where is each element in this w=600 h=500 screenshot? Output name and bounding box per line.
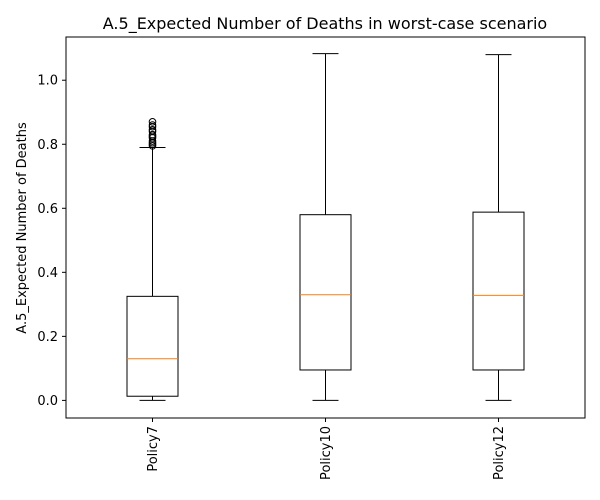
outlier-point — [148, 130, 157, 139]
y-tick-label: 1.0 — [37, 74, 58, 89]
x-tick-label: Policy10 — [319, 426, 334, 480]
x-tick-label: Policy12 — [492, 426, 507, 480]
outlier-point — [148, 121, 157, 129]
y-axis-label: A.5_Expected Number of Deaths — [15, 122, 30, 334]
box-iqr — [472, 211, 525, 371]
plot-area: 0.0 0.2 0.4 0.6 0.8 1.0 Policy7 Policy10 Policy1… — [37, 36, 586, 480]
outlier-point — [148, 118, 157, 126]
chart-title: A.5_Expected Number of Deaths in worst-c… — [103, 14, 547, 34]
box-iqr — [299, 214, 352, 371]
y-tick-label: 0.2 — [37, 330, 58, 345]
x-tick-label: Policy7 — [146, 426, 161, 472]
box-iqr — [126, 295, 179, 397]
axes-frame — [65, 36, 586, 419]
y-tick-label: 0.0 — [37, 394, 58, 409]
y-tick-label: 0.6 — [37, 202, 58, 217]
y-tick-label: 0.8 — [37, 138, 58, 153]
outlier-point — [148, 126, 157, 134]
y-tick-label: 0.4 — [37, 266, 58, 281]
